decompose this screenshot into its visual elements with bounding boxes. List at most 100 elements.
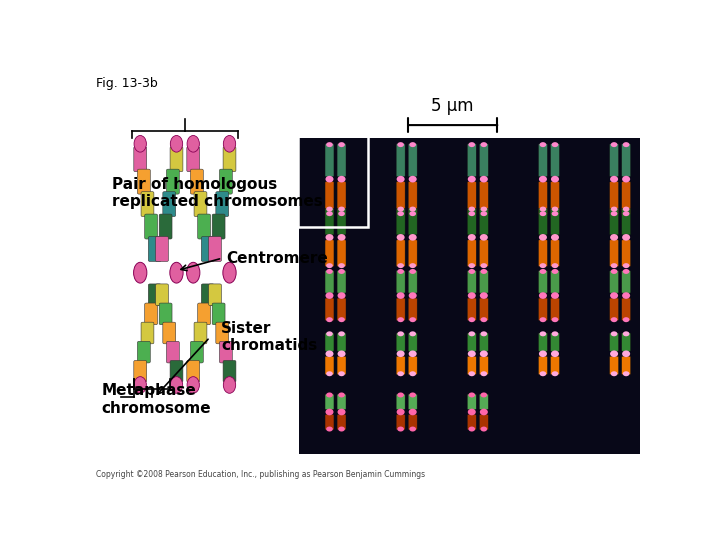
Ellipse shape (539, 292, 547, 299)
FancyBboxPatch shape (337, 181, 346, 214)
FancyBboxPatch shape (170, 147, 183, 172)
Ellipse shape (539, 263, 546, 268)
FancyBboxPatch shape (610, 240, 618, 266)
Ellipse shape (480, 371, 487, 376)
FancyBboxPatch shape (467, 240, 476, 266)
Ellipse shape (611, 207, 618, 212)
Ellipse shape (552, 211, 558, 216)
Ellipse shape (480, 207, 487, 212)
FancyBboxPatch shape (551, 298, 559, 321)
FancyBboxPatch shape (396, 144, 405, 177)
FancyBboxPatch shape (551, 181, 559, 214)
Ellipse shape (397, 211, 404, 216)
FancyBboxPatch shape (610, 298, 618, 321)
FancyBboxPatch shape (337, 271, 346, 293)
FancyBboxPatch shape (621, 356, 631, 375)
Ellipse shape (338, 207, 345, 212)
FancyBboxPatch shape (467, 298, 476, 321)
Ellipse shape (539, 234, 547, 241)
Ellipse shape (552, 207, 558, 212)
FancyBboxPatch shape (480, 356, 488, 375)
FancyBboxPatch shape (621, 208, 631, 235)
Ellipse shape (397, 263, 404, 268)
Ellipse shape (409, 350, 417, 357)
Ellipse shape (480, 211, 487, 216)
FancyBboxPatch shape (325, 394, 334, 409)
Ellipse shape (623, 371, 629, 376)
FancyBboxPatch shape (539, 271, 547, 293)
Ellipse shape (409, 176, 417, 183)
Ellipse shape (468, 292, 476, 299)
Ellipse shape (611, 317, 618, 322)
FancyBboxPatch shape (194, 322, 207, 344)
FancyBboxPatch shape (621, 240, 631, 266)
FancyBboxPatch shape (337, 298, 346, 321)
Ellipse shape (480, 142, 487, 147)
Ellipse shape (539, 211, 546, 216)
Text: 5 μm: 5 μm (431, 97, 474, 114)
Ellipse shape (338, 142, 345, 147)
FancyBboxPatch shape (467, 144, 476, 177)
Ellipse shape (611, 142, 618, 147)
Text: Centromere: Centromere (227, 251, 328, 266)
Ellipse shape (539, 176, 547, 183)
Ellipse shape (326, 393, 333, 397)
Ellipse shape (410, 317, 416, 322)
Ellipse shape (552, 269, 558, 274)
Ellipse shape (410, 371, 416, 376)
Ellipse shape (623, 142, 629, 147)
Ellipse shape (468, 409, 476, 415)
Ellipse shape (480, 427, 487, 431)
FancyBboxPatch shape (610, 208, 618, 235)
Ellipse shape (326, 207, 333, 212)
FancyBboxPatch shape (198, 214, 210, 239)
FancyBboxPatch shape (621, 144, 631, 177)
Ellipse shape (223, 136, 235, 152)
Ellipse shape (338, 393, 345, 397)
FancyBboxPatch shape (408, 415, 417, 430)
Ellipse shape (325, 409, 333, 415)
FancyBboxPatch shape (408, 208, 417, 235)
FancyBboxPatch shape (467, 356, 476, 375)
Ellipse shape (186, 262, 200, 283)
Ellipse shape (552, 142, 558, 147)
Ellipse shape (326, 211, 333, 216)
Ellipse shape (326, 263, 333, 268)
Ellipse shape (539, 350, 547, 357)
Ellipse shape (551, 350, 559, 357)
Ellipse shape (611, 332, 618, 336)
Ellipse shape (480, 269, 487, 274)
Ellipse shape (623, 269, 629, 274)
FancyBboxPatch shape (610, 356, 618, 375)
Ellipse shape (338, 409, 346, 415)
Ellipse shape (338, 211, 345, 216)
FancyBboxPatch shape (186, 147, 199, 172)
FancyBboxPatch shape (467, 271, 476, 293)
Ellipse shape (338, 292, 346, 299)
Ellipse shape (622, 176, 630, 183)
Ellipse shape (410, 211, 416, 216)
FancyBboxPatch shape (551, 208, 559, 235)
Ellipse shape (134, 377, 146, 393)
FancyBboxPatch shape (408, 356, 417, 375)
FancyBboxPatch shape (480, 181, 488, 214)
Ellipse shape (338, 427, 345, 431)
Ellipse shape (338, 263, 345, 268)
Ellipse shape (610, 292, 618, 299)
Ellipse shape (551, 176, 559, 183)
FancyBboxPatch shape (610, 271, 618, 293)
FancyBboxPatch shape (190, 341, 203, 363)
FancyBboxPatch shape (467, 394, 476, 409)
Ellipse shape (611, 269, 618, 274)
Ellipse shape (397, 317, 404, 322)
FancyBboxPatch shape (480, 333, 488, 352)
Ellipse shape (134, 262, 147, 283)
FancyBboxPatch shape (467, 415, 476, 430)
FancyBboxPatch shape (539, 208, 547, 235)
FancyBboxPatch shape (145, 303, 158, 325)
FancyBboxPatch shape (216, 322, 229, 344)
Ellipse shape (325, 234, 333, 241)
FancyBboxPatch shape (337, 208, 346, 235)
Ellipse shape (468, 350, 476, 357)
Ellipse shape (338, 176, 346, 183)
